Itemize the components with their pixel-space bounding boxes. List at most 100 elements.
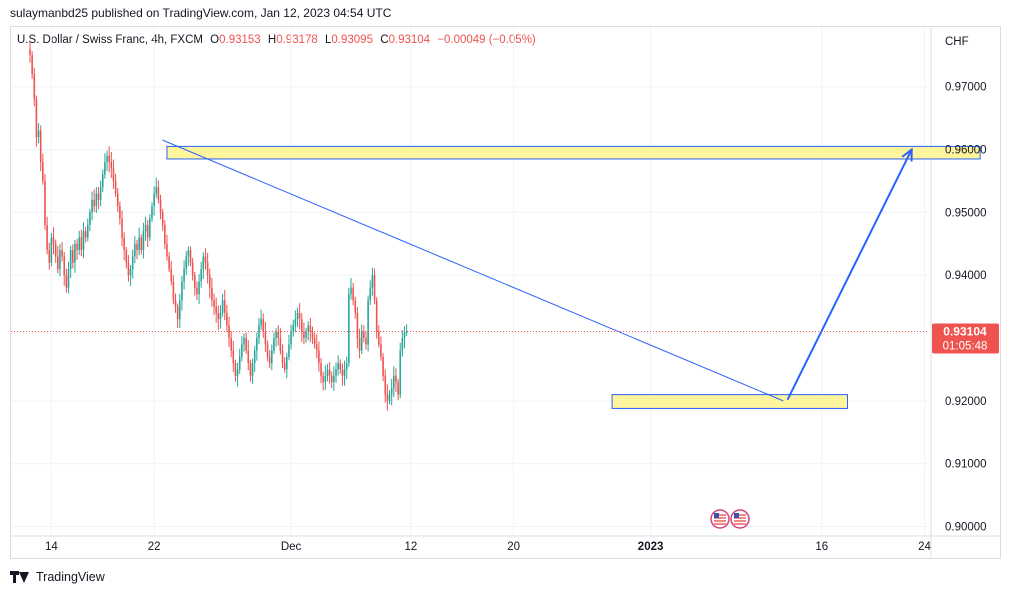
support-zone [611,394,848,409]
candle-body [388,394,391,401]
candle-body [119,206,121,219]
candle-body [328,369,331,376]
candle-body [253,350,256,364]
y-tick-label: 0.90000 [945,522,987,534]
candle-body [74,243,76,263]
y-tick-label: 0.91000 [945,459,987,471]
candle-body [350,287,352,295]
candle-body [290,331,292,345]
candle-body [219,312,222,320]
economic-event-icon [710,509,730,529]
chart-frame [10,26,1001,559]
candle-body [343,369,346,376]
candle-body [176,306,179,320]
candle-body [326,369,329,376]
candle-body [189,250,192,263]
footer-brand-label: TradingView [36,570,105,584]
x-tick-label: Dec [281,541,302,553]
candle-body [138,237,140,251]
candle-body [110,162,113,169]
publisher-line: sulaymanbd25 published on TradingView.co… [10,6,392,20]
projection-arrow [786,149,913,401]
candle-body [39,130,42,163]
candle-body [358,338,361,351]
candle-body [399,350,402,395]
candle-body [95,193,98,207]
candle-body [273,338,275,351]
candle-body [378,331,380,345]
candle-body [386,394,389,401]
candle-body [264,331,267,345]
currency-label: CHF [945,36,969,48]
candle-body [46,224,48,251]
close-value: 0.93104 [388,34,431,46]
candle-body [54,243,57,257]
candle-body [151,206,153,219]
candle-body [99,187,102,200]
candle-body [236,369,239,376]
flag-canton [714,513,719,518]
candle-body [309,325,312,332]
y-tick-label: 0.95000 [945,207,987,219]
candle-body [345,363,348,370]
candle-body [104,162,106,175]
candle-body [63,256,66,276]
footer-brand[interactable]: TradingView [10,570,105,584]
last-price-tag [932,323,999,354]
candle-body [174,300,177,307]
open-value: 0.93153 [219,34,261,46]
candle-body [354,300,357,313]
candle-body [234,363,237,376]
candle-body [172,281,175,301]
candle-body [106,155,108,163]
candle-body [330,375,333,383]
candle-body [311,331,314,339]
candle-body [179,300,181,320]
change-value: −0.00049 (−0.05%) [437,34,536,46]
x-tick-label: 14 [45,541,58,553]
candle-body [170,268,173,282]
candle-body [37,130,40,137]
y-tick-label: 0.96000 [945,145,987,157]
candle-body [166,243,168,257]
candle-body [337,363,339,370]
candle-body [238,356,241,370]
low-label: L [325,34,332,46]
candle-body [382,356,384,376]
candle-body [277,331,280,339]
candle-body [33,74,36,100]
candle-body [397,382,399,395]
candle-body [129,268,132,276]
candle-body [164,224,166,244]
last-price-value: 0.93104 [943,325,987,339]
candle-body [140,237,143,251]
candle-body [157,187,160,200]
candle-body [208,275,211,288]
candle-body [217,312,220,320]
candle-body [134,243,136,257]
symbol-title[interactable]: U.S. Dollar / Swiss Franc, 4h, FXCM [17,34,203,46]
candle-body [320,363,322,376]
candle-body [155,187,158,194]
candle-body [403,331,406,339]
candle-body [29,48,31,56]
candle-body [369,287,372,301]
candle-body [390,388,393,395]
candle-body [243,338,245,345]
x-tick-label: 20 [507,541,520,553]
candle-body [131,256,134,269]
candle-body [258,325,260,339]
y-tick-label: 0.97000 [945,82,987,94]
candle-body [44,180,46,225]
candle-body [72,250,74,263]
candle-body [251,363,254,376]
candle-body [260,319,262,326]
candle-body [168,256,170,269]
candle-body [123,237,125,251]
tradingview-logo-icon [10,571,30,583]
candle-body [161,212,164,225]
candle-body [318,350,320,364]
candle-body [65,275,68,288]
candle-body [296,312,299,320]
